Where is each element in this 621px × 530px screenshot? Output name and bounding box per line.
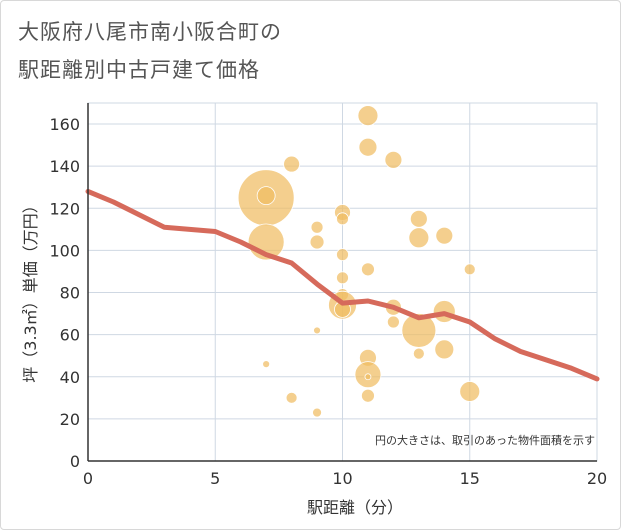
x-tick-label: 5	[210, 469, 220, 488]
data-point	[435, 226, 454, 245]
chart-title-line1: 大阪府八尾市南小阪合町の	[18, 20, 282, 44]
data-point	[313, 326, 321, 335]
x-tick-label: 20	[587, 469, 607, 488]
data-point	[256, 186, 276, 206]
data-point	[384, 150, 403, 169]
x-tick-label: 15	[460, 469, 480, 488]
data-point	[283, 155, 301, 173]
y-tick-label: 40	[60, 368, 80, 387]
trend-line	[85, 188, 600, 382]
y-tick-label: 20	[60, 410, 80, 429]
data-point	[386, 315, 400, 329]
data-point	[285, 391, 298, 404]
y-axis-label: 坪（3.3㎡）単価（万円）	[21, 197, 40, 382]
y-tick-label: 0	[70, 452, 80, 471]
data-point	[336, 271, 349, 285]
data-point	[358, 137, 378, 157]
data-point	[459, 381, 481, 402]
chart-title-line2: 駅距離別中古戸建て価格	[18, 58, 260, 82]
data-point	[310, 220, 324, 234]
data-point	[361, 388, 375, 403]
y-tick-label: 100	[49, 241, 80, 260]
data-point	[401, 313, 437, 348]
data-point	[309, 234, 325, 250]
data-point	[409, 209, 428, 228]
data-point	[336, 248, 349, 262]
data-point	[463, 263, 476, 276]
y-tick-label: 120	[49, 199, 80, 218]
data-point	[336, 212, 349, 226]
x-axis-label: 駅距離（分）	[307, 498, 403, 517]
data-point	[408, 227, 430, 249]
y-tick-label: 80	[60, 284, 80, 303]
y-tick-label: 60	[60, 326, 80, 345]
x-tick-label: 0	[83, 469, 93, 488]
y-tick-label: 160	[49, 115, 80, 134]
data-point	[361, 262, 375, 277]
axes: 0 5 10 15 20 0 20 40 60 80 100 120 140 160	[49, 103, 607, 488]
data-point	[262, 360, 271, 369]
bubbles	[237, 105, 481, 418]
x-tick-label: 10	[332, 469, 352, 488]
y-tick-label: 140	[49, 157, 80, 176]
data-point	[357, 105, 379, 127]
data-point	[412, 347, 425, 360]
data-point	[312, 407, 322, 418]
grid-lines	[87, 102, 598, 462]
data-point	[434, 339, 455, 360]
bubble-size-note: 円の大きさは、取引のあった物件面積を示す	[375, 433, 595, 447]
trend-line-group	[85, 188, 600, 382]
data-point	[364, 373, 372, 381]
